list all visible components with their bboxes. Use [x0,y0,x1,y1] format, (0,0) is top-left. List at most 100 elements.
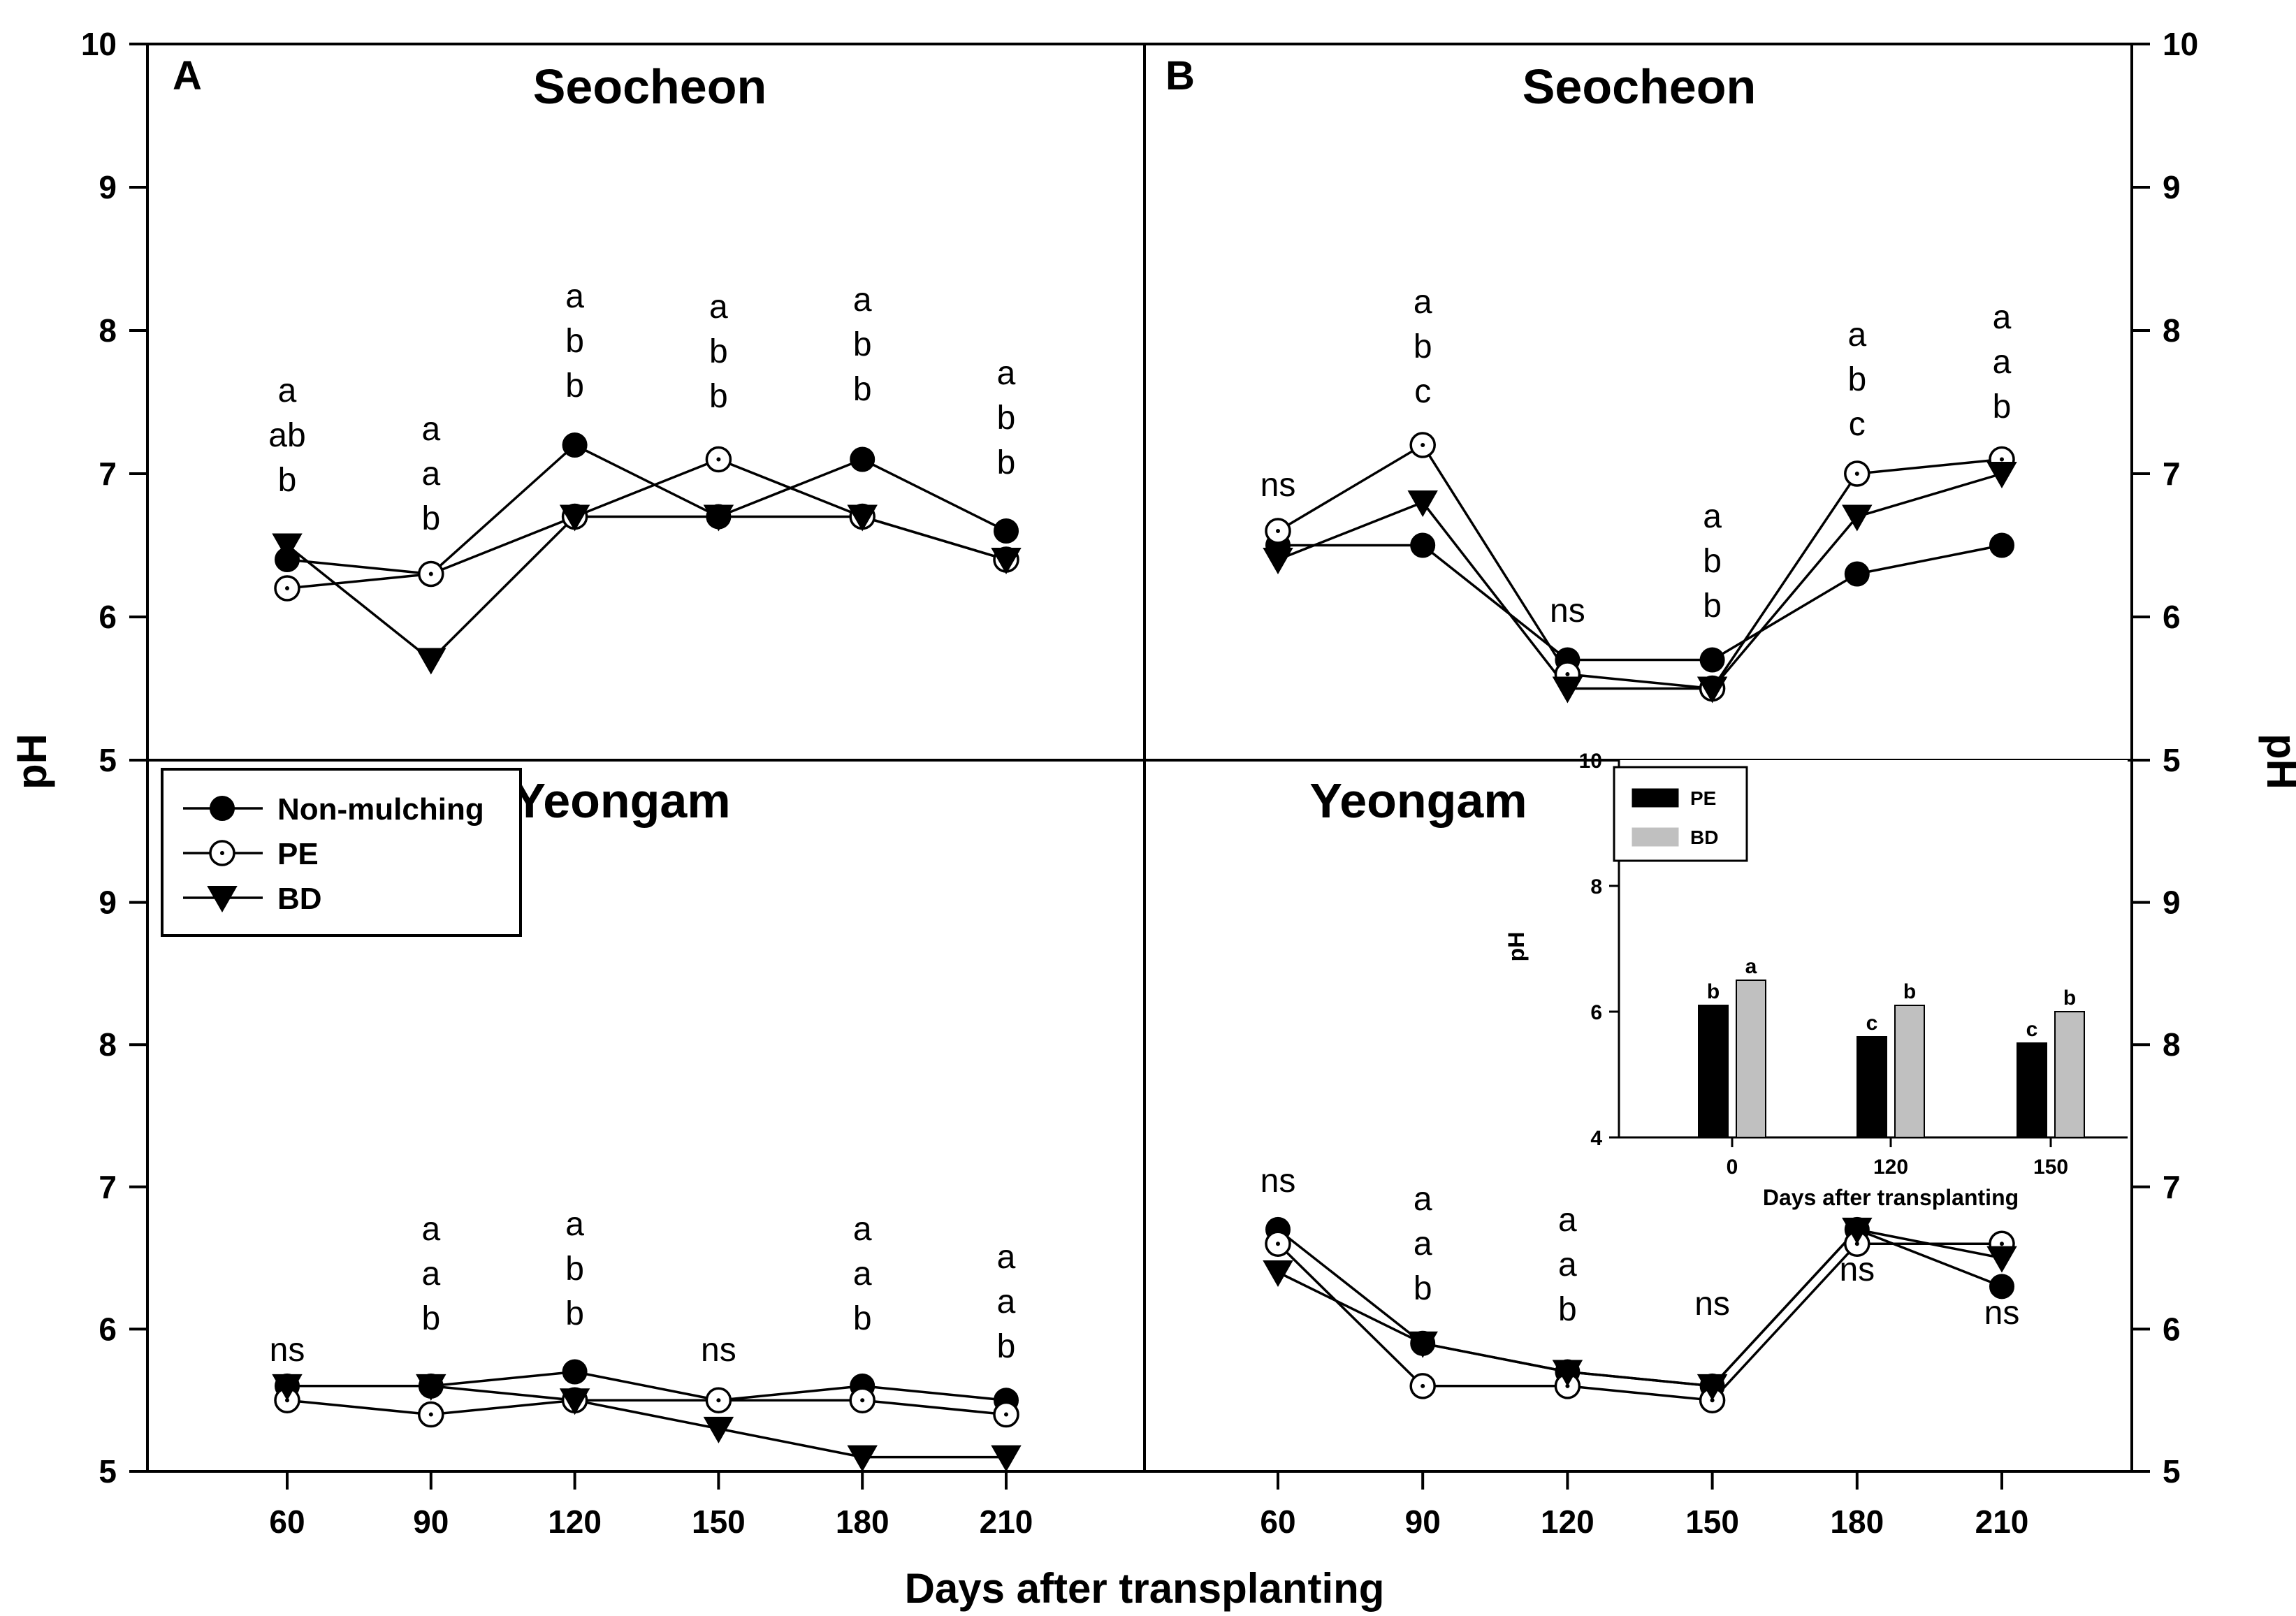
y-axis-label-right: pH [2258,734,2296,789]
marker-pe-dot [428,1412,433,1417]
marker-bd [1696,1374,1728,1401]
series-line-bd [1277,472,2003,690]
marker-bd [416,1374,446,1401]
panel-title: Yeongam [1309,773,1527,828]
marker-non-mulching [562,432,588,458]
significance-letter: a [997,1283,1016,1320]
series-line-bd [286,515,1007,662]
significance-letter: b [997,444,1016,481]
significance-letter: b [1414,1270,1432,1307]
y-tick-label-left: 6 [99,1311,117,1347]
significance-letter: b [421,500,440,537]
significance-letter: ns [1984,1295,2020,1332]
panel-title: Seocheon [533,59,767,114]
plot-frame [146,43,2133,1473]
marker-bd [1842,1217,1873,1244]
inset-bar-bd [2054,1011,2085,1138]
inset-legend-swatch-pe [1632,788,1679,808]
inset-x-tick-label: 0 [1727,1156,1738,1179]
marker-pe-dot [2000,457,2004,462]
series-line-pe [286,458,1007,590]
y-tick-label-right: 7 [2163,456,2181,492]
significance-letter: a [853,282,872,319]
marker-bd [1986,1246,2017,1273]
marker-non-mulching [994,518,1019,544]
y-axes: 5 5 6 6 7 7 8 8 9 9 10 10 5 5 6 6 7 7 8 8 9 9 pH pH [8,26,2296,1490]
panel-title: Yeongam [513,773,730,828]
significance-letter: b [1993,388,2012,425]
y-tick-label-right: 5 [2163,742,2181,778]
y-tick-label-left: 6 [99,599,117,635]
inset-legend-label: BD [1690,827,1718,848]
series-line-pe [286,1399,1007,1416]
y-tick-label-right: 10 [2163,26,2198,62]
marker-pe-dot [428,572,433,576]
inset-bar-letter: b [1707,980,1720,1003]
significance-letter: ns [1260,467,1296,504]
y-tick-label-right: 6 [2163,599,2181,635]
series-line-pe [1277,1242,2002,1402]
marker-pe-dot [2000,1242,2004,1246]
x-tick-label: 90 [1405,1504,1441,1540]
marker-bd [991,548,1022,575]
marker-non-mulching [1989,532,2014,558]
significance-letter: b [853,371,872,408]
panel-title: Seocheon [1523,59,1757,114]
significance-letter: a [421,1211,440,1248]
y-tick-label-left: 7 [99,1169,117,1205]
marker-bd [1552,1360,1583,1387]
x-tick-label: 60 [269,1504,305,1540]
y-tick-label-left: 7 [99,456,117,492]
y-tick-label-right: 9 [2163,885,2181,921]
marker-pe-dot [1854,472,1859,476]
significance-letter: a [1993,299,2012,336]
significance-letter: c [1414,373,1431,410]
significance-letter: a [421,411,440,448]
series-line-non-mulching [1278,544,2003,662]
inset-x-label: Days after transplanting [1763,1185,2019,1210]
significance-letter: b [565,1295,584,1332]
inset-bar-chart: 4 6 8 10 pH 0 b a 120 c b 150 c b Days after transplan… [1504,750,2128,1210]
significance-letter: a [709,289,728,326]
significance-letter: a [1847,316,1866,354]
marker-pe-dot [716,1398,721,1403]
significance-letter: ab [268,417,305,454]
marker-bd [1842,504,1873,532]
y-tick-label-left: 9 [99,169,117,205]
significance-letter: a [421,1255,440,1293]
y-tick-label-left: 8 [99,312,117,349]
y-tick-label-left: 8 [99,1026,117,1063]
inset-bar-pe [1698,1005,1729,1138]
significance-letter: a [278,372,297,409]
marker-pe-dot [1004,1412,1008,1417]
significance-letter: b [709,333,728,370]
y-tick-label-left: 5 [99,1453,117,1490]
significance-letter: b [997,400,1016,437]
inset-legend-label: PE [1690,787,1716,809]
significance-letter: b [565,367,584,405]
significance-letter: ns [701,1332,736,1369]
inset-legend: PE BD [1613,766,1748,862]
x-tick-label: 210 [980,1504,1033,1540]
marker-bd [1263,1260,1293,1287]
significance-letter: b [565,323,584,360]
significance-letter: ns [270,1332,305,1369]
significance-letter: ns [1260,1163,1296,1200]
marker-non-mulching [1844,561,1870,587]
series-line-non-mulching [286,443,1007,576]
marker-bd [991,1445,1022,1472]
y-tick-label-right: 8 [2163,312,2181,349]
legend-label: BD [277,882,322,916]
significance-letter: b [853,326,872,363]
legend-label: PE [277,837,319,871]
significance-letter: b [1703,588,1722,625]
marker-bd [272,533,303,560]
marker-pe-dot [1276,1242,1280,1246]
significance-letter: a [1993,344,2012,381]
marker-pe-dot [716,457,721,462]
x-tick-label: 180 [836,1504,889,1540]
